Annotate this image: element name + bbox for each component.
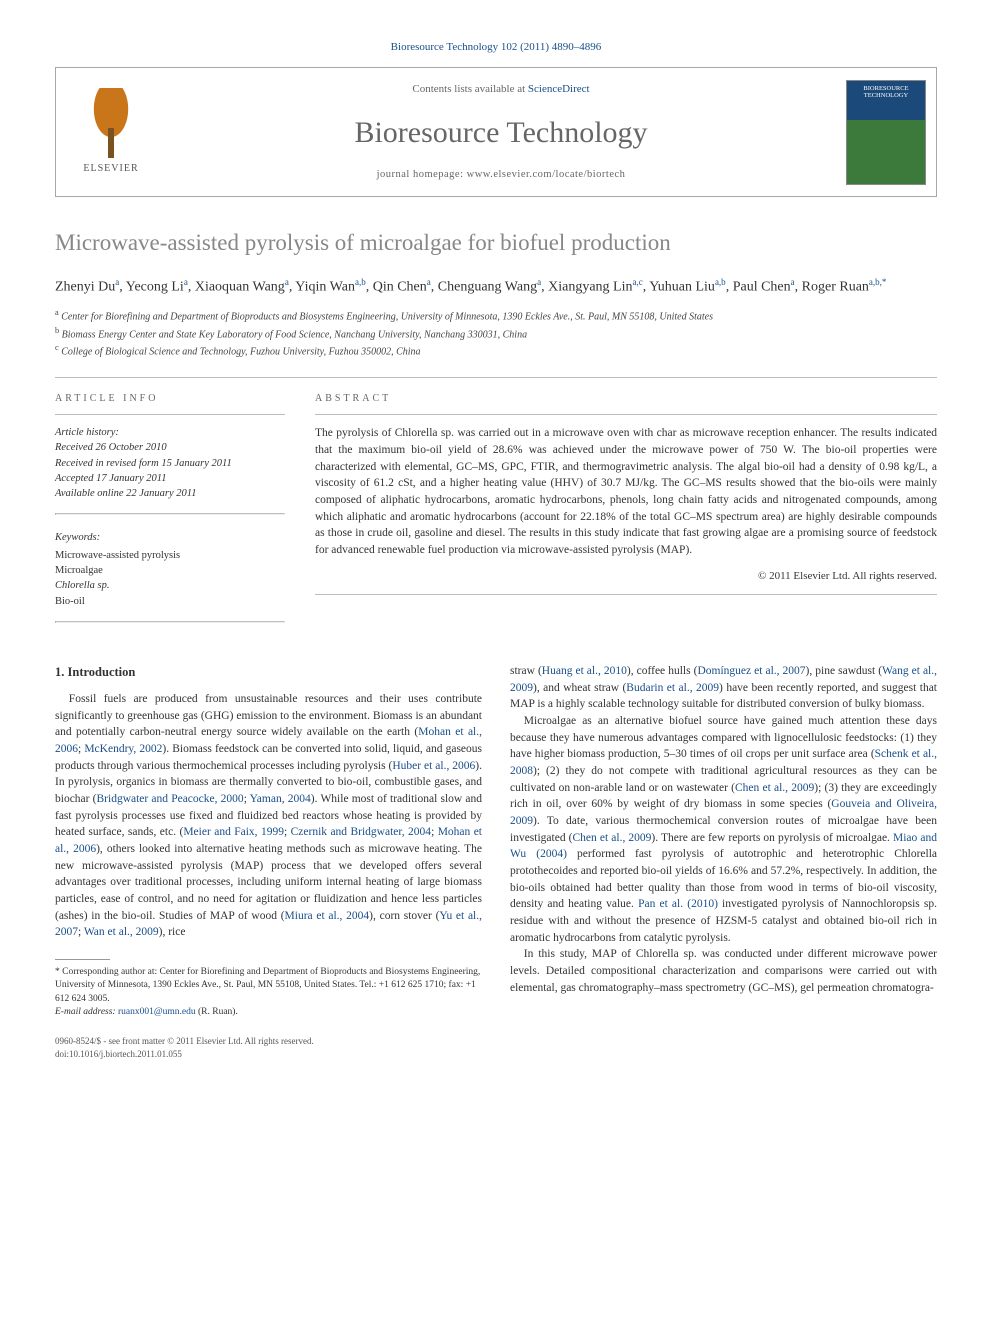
corr-email-line: E-mail address: ruanx001@umn.edu (R. Rua… [55, 1006, 482, 1019]
article-history: Article history: Received 26 October 201… [55, 425, 285, 501]
body-column-left: 1. Introduction Fossil fuels are produce… [55, 663, 482, 1061]
abstract-copyright: © 2011 Elsevier Ltd. All rights reserved… [315, 569, 937, 584]
elsevier-label: ELSEVIER [83, 162, 138, 176]
authors-line: Zhenyi Dua, Yecong Lia, Xiaoquan Wanga, … [55, 276, 937, 298]
history-online: Available online 22 January 2011 [55, 486, 285, 501]
history-label: Article history: [55, 425, 285, 440]
history-accepted: Accepted 17 January 2011 [55, 471, 285, 486]
intro-para-1-cont: straw (Huang et al., 2010), coffee hulls… [510, 663, 937, 713]
info-inner-rule [55, 513, 285, 515]
history-received: Received 26 October 2010 [55, 440, 285, 455]
journal-reference: Bioresource Technology 102 (2011) 4890–4… [55, 40, 937, 55]
abstract-column: ABSTRACT The pyrolysis of Chlorella sp. … [315, 378, 937, 633]
info-bottom-rule [55, 621, 285, 623]
keyword: Chlorella sp. [55, 578, 285, 593]
affiliations: a Center for Biorefining and Department … [55, 307, 937, 359]
homepage-url[interactable]: www.elsevier.com/locate/biortech [467, 169, 626, 180]
header-center: Contents lists available at ScienceDirec… [166, 68, 836, 196]
email-label: E-mail address: [55, 1007, 118, 1017]
elsevier-logo-cell: ELSEVIER [56, 68, 166, 196]
keywords-label: Keywords: [55, 531, 285, 546]
contents-line: Contents lists available at ScienceDirec… [166, 82, 836, 97]
cover-cell: BIORESOURCE TECHNOLOGY [836, 68, 936, 196]
sciencedirect-link[interactable]: ScienceDirect [528, 83, 590, 95]
affiliation-c: c College of Biological Science and Tech… [55, 342, 937, 359]
journal-header-frame: ELSEVIER Contents lists available at Sci… [55, 67, 937, 197]
intro-para-1: Fossil fuels are produced from unsustain… [55, 691, 482, 941]
corr-email-link[interactable]: ruanx001@umn.edu [118, 1007, 196, 1017]
homepage-line: journal homepage: www.elsevier.com/locat… [166, 168, 836, 183]
history-revised: Received in revised form 15 January 2011 [55, 456, 285, 471]
homepage-prefix: journal homepage: [377, 169, 467, 180]
contents-prefix: Contents lists available at [412, 83, 527, 95]
abstract-text: The pyrolysis of Chlorella sp. was carri… [315, 425, 937, 558]
elsevier-tree-icon [81, 88, 141, 158]
affiliation-a: a Center for Biorefining and Department … [55, 307, 937, 324]
keywords-list: Microwave-assisted pyrolysis Microalgae … [55, 548, 285, 609]
footnote-separator [55, 959, 110, 960]
info-abstract-row: ARTICLE INFO Article history: Received 2… [55, 378, 937, 633]
keyword: Microwave-assisted pyrolysis [55, 548, 285, 563]
article-info-column: ARTICLE INFO Article history: Received 2… [55, 378, 285, 633]
journal-cover-thumb: BIORESOURCE TECHNOLOGY [846, 80, 926, 185]
abstract-bottom-rule [315, 594, 937, 595]
body-column-right: straw (Huang et al., 2010), coffee hulls… [510, 663, 937, 1061]
intro-para-3: In this study, MAP of Chlorella sp. was … [510, 946, 937, 996]
intro-para-2: Microalgae as an alternative biofuel sou… [510, 713, 937, 946]
corr-text: * Corresponding author at: Center for Bi… [55, 966, 482, 1006]
email-suffix: (R. Ruan). [196, 1007, 238, 1017]
body-columns: 1. Introduction Fossil fuels are produce… [55, 663, 937, 1061]
affiliation-b: b Biomass Energy Center and State Key La… [55, 325, 937, 342]
footer-meta: 0960-8524/$ - see front matter © 2011 El… [55, 1035, 482, 1060]
keyword: Microalgae [55, 563, 285, 578]
article-title: Microwave-assisted pyrolysis of microalg… [55, 227, 937, 259]
doi-line: doi:10.1016/j.biortech.2011.01.055 [55, 1048, 482, 1061]
cover-title: BIORESOURCE TECHNOLOGY [847, 85, 925, 99]
article-info-label: ARTICLE INFO [55, 378, 285, 415]
keyword: Bio-oil [55, 594, 285, 609]
abstract-label: ABSTRACT [315, 378, 937, 415]
journal-name: Bioresource Technology [166, 112, 836, 154]
front-matter-line: 0960-8524/$ - see front matter © 2011 El… [55, 1035, 482, 1048]
section-heading-intro: 1. Introduction [55, 663, 482, 681]
journal-ref-link[interactable]: Bioresource Technology 102 (2011) 4890–4… [391, 41, 602, 53]
corresponding-author-footnote: * Corresponding author at: Center for Bi… [55, 966, 482, 1019]
